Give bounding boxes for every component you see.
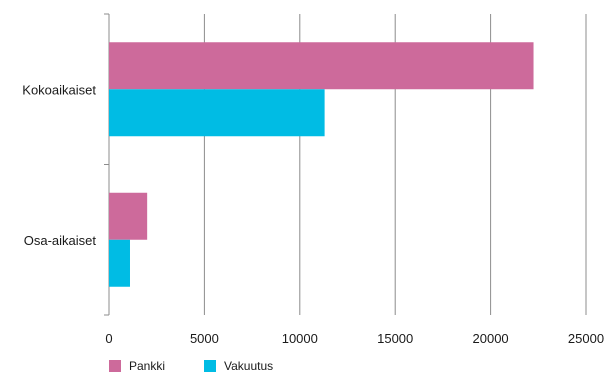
category-labels: Kokoaikaiset Osa-aikaiset bbox=[22, 82, 96, 248]
x-tick-label: 20000 bbox=[473, 331, 509, 346]
axes bbox=[104, 13, 110, 316]
legend-swatch-vakuutus bbox=[204, 360, 216, 372]
legend-label-pankki: Pankki bbox=[129, 359, 165, 373]
category-label: Osa-aikaiset bbox=[24, 233, 97, 248]
x-tick-label: 10000 bbox=[282, 331, 318, 346]
bars bbox=[109, 42, 534, 287]
legend: Pankki Vakuutus bbox=[109, 359, 273, 373]
legend-swatch-pankki bbox=[109, 360, 121, 372]
x-tick-label: 0 bbox=[105, 331, 112, 346]
x-tick-labels: 0 5000 10000 15000 20000 25000 bbox=[105, 331, 604, 346]
bar-vakuutus-kokoaikaiset bbox=[109, 89, 325, 137]
x-tick-label: 5000 bbox=[190, 331, 219, 346]
x-tick-label: 15000 bbox=[377, 331, 413, 346]
bar-vakuutus-osa-aikaiset bbox=[109, 239, 130, 287]
category-label: Kokoaikaiset bbox=[22, 82, 96, 97]
legend-label-vakuutus: Vakuutus bbox=[224, 359, 273, 373]
bar-pankki-kokoaikaiset bbox=[109, 42, 534, 90]
x-tick-label: 25000 bbox=[568, 331, 604, 346]
bar-pankki-osa-aikaiset bbox=[109, 192, 148, 240]
